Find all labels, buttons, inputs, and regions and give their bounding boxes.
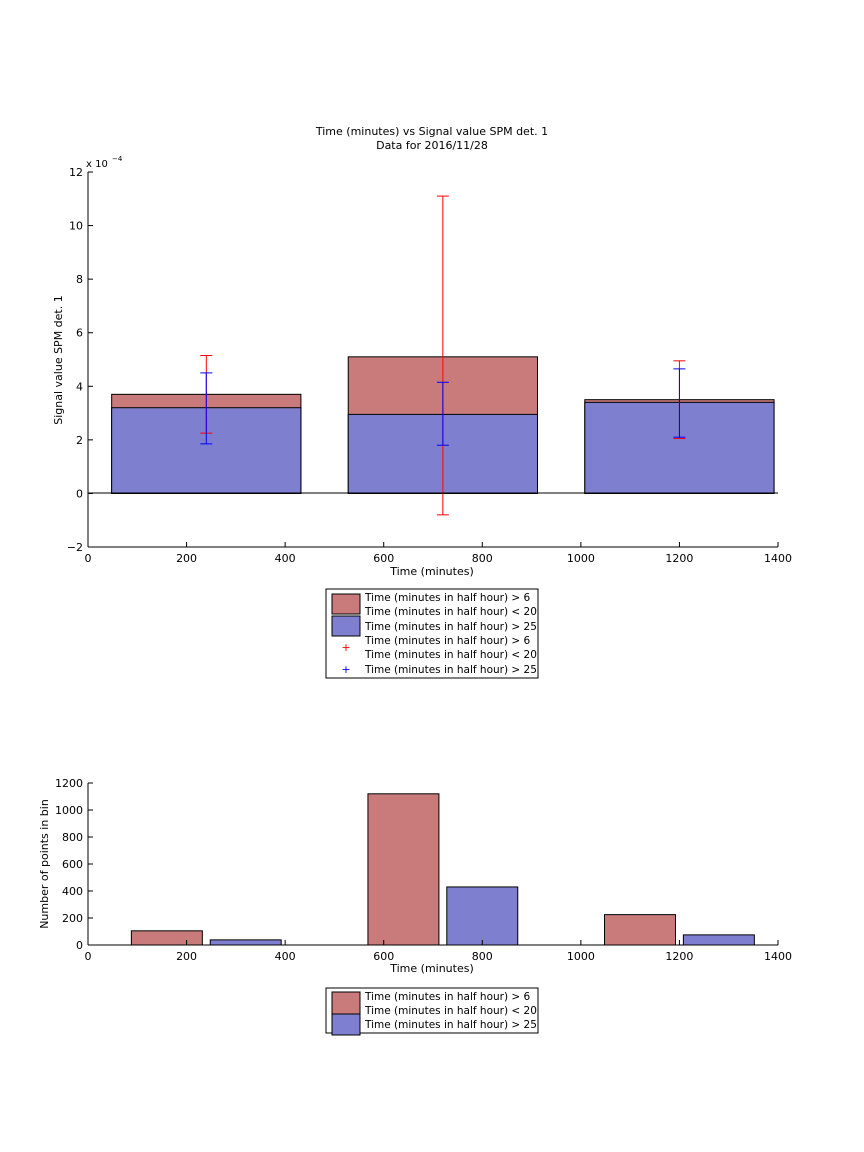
chart-1-ylabel: Signal value SPM det. 1: [52, 295, 65, 425]
chart-2-bar: [604, 914, 676, 946]
chart-1-y-tick-label: 2: [76, 434, 83, 447]
legend-1-marker-red: +: [341, 641, 350, 654]
chart-2-bar: [446, 886, 519, 946]
chart-1-x-tick-label: 1200: [665, 552, 693, 565]
legend-1-patch-series-1: [331, 615, 361, 637]
legend-2-entry-0-line2: Time (minutes in half hour) < 20: [364, 1005, 537, 1017]
chart-2-x-tick-label: 200: [176, 950, 197, 963]
chart-2-bars: [130, 793, 755, 946]
legend-2-patch-series-0: [331, 991, 361, 1015]
legend-1-entry-2-line1: Time (minutes in half hour) > 6: [364, 635, 531, 647]
chart-2-y-tick-label: 800: [62, 831, 83, 844]
chart-2-legend: Time (minutes in half hour) > 6 Time (mi…: [325, 987, 539, 1036]
legend-1-entry-1-line1: Time (minutes in half hour) > 25: [364, 621, 537, 633]
chart-1-subtitle: Data for 2016/11/28: [376, 139, 488, 152]
chart-1-y-tick-label: 0: [76, 487, 83, 500]
chart-2: 0 200 400 600 800 1000 1200 1400 0 200 400 600 800 10…: [38, 777, 792, 975]
chart-2-x-tick-label: 1400: [764, 950, 792, 963]
chart-1-x-tick-label: 800: [472, 552, 493, 565]
legend-2-patch-series-1: [331, 1013, 361, 1036]
chart-1-x-tick-label: 600: [373, 552, 394, 565]
chart-1-x-tick-label: 1000: [567, 552, 595, 565]
chart-2-y-tick-label: 0: [76, 939, 83, 952]
legend-1-patch-series-0: [331, 593, 361, 615]
chart-1-x-tick-label: 200: [176, 552, 197, 565]
legend-1-marker-blue: +: [341, 663, 350, 676]
chart-2-xlabel: Time (minutes): [389, 962, 474, 975]
chart-2-y-tick-label: 400: [62, 885, 83, 898]
chart-1-x-tick-label: 400: [275, 552, 296, 565]
chart-2-bar: [682, 934, 755, 946]
chart-1-x-tick-label: 0: [85, 552, 92, 565]
chart-1-exponent: x 10 −4: [86, 155, 123, 170]
chart-2-x-tick-label: 600: [373, 950, 394, 963]
chart-2-x-tick-label: 0: [85, 950, 92, 963]
chart-2-legend-box: [325, 987, 539, 1034]
chart-1-xlabel: Time (minutes): [389, 565, 474, 578]
legend-1-entry-0-line1: Time (minutes in half hour) > 6: [364, 592, 531, 604]
chart-2-bar: [367, 793, 440, 946]
legend-2-entry-0-line1: Time (minutes in half hour) > 6: [364, 991, 531, 1003]
chart-2-y-tick-label: 1000: [55, 804, 83, 817]
chart-2-x-tick-label: 800: [472, 950, 493, 963]
chart-1-exponent-power: −4: [112, 155, 123, 163]
chart-1-y-tick-label: 8: [76, 273, 83, 286]
chart-2-x-tick-label: 1000: [567, 950, 595, 963]
chart-1-y-tick-label: 6: [76, 327, 83, 340]
chart-2-y-tick-label: 1200: [55, 777, 83, 790]
legend-1-entry-0-line2: Time (minutes in half hour) < 20: [364, 606, 537, 618]
chart-2-x-tick-label: 400: [275, 950, 296, 963]
chart-2-y-tick-label: 200: [62, 912, 83, 925]
chart-1-y-tick-label: 10: [69, 220, 83, 233]
chart-1-x-tick-label: 1400: [764, 552, 792, 565]
chart-2-bar: [130, 930, 203, 946]
chart-1-y-tick-label: 12: [69, 166, 83, 179]
chart-1-y-tick-label: −2: [67, 541, 83, 554]
legend-1-entry-3-line1: Time (minutes in half hour) > 25: [364, 664, 537, 676]
chart-2-axes: 0 200 400 600 800 1000 1200 1400 0 200 400 600 800 10…: [55, 777, 792, 963]
chart-1-title: Time (minutes) vs Signal value SPM det. …: [315, 125, 548, 138]
chart-1-exponent-label: x 10: [86, 159, 108, 170]
chart-1-legend-box: [325, 588, 539, 679]
chart-2-y-tick-label: 600: [62, 858, 83, 871]
chart-1-error-bars: [200, 195, 686, 516]
chart-2-ylabel: Number of points in bin: [38, 799, 51, 929]
chart-2-bar: [209, 939, 282, 946]
legend-2-entry-1-line1: Time (minutes in half hour) > 25: [364, 1019, 537, 1031]
chart-1-y-tick-label: 4: [76, 380, 83, 393]
chart-2-x-tick-label: 1200: [665, 950, 693, 963]
legend-1-entry-2-line2: Time (minutes in half hour) < 20: [364, 649, 537, 661]
chart-1-legend: Time (minutes in half hour) > 6 Time (mi…: [325, 588, 539, 679]
chart-1: Time (minutes) vs Signal value SPM det. …: [52, 125, 792, 578]
